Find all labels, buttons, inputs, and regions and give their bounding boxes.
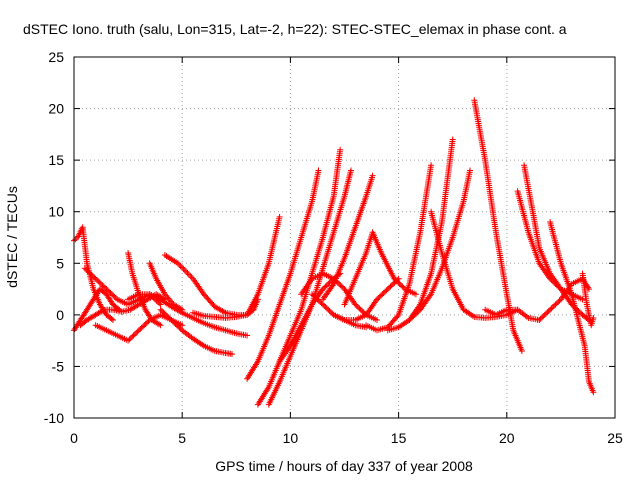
x-tick-label: 0 (70, 430, 78, 446)
y-tick-label: 25 (48, 49, 64, 65)
data-track-5 (125, 250, 164, 329)
y-tick-label: 0 (56, 307, 64, 323)
y-tick-label: -5 (52, 358, 65, 374)
x-axis-label: GPS time / hours of day 337 of year 2008 (215, 458, 473, 474)
axis-ticks: 0 5 10 15 20 25 -10 -5 0 5 10 15 20 25 (44, 49, 623, 446)
y-tick-label: 20 (48, 101, 64, 117)
data-track-22 (384, 136, 456, 334)
y-tick-label: -10 (44, 410, 64, 426)
data-track-12 (244, 167, 322, 382)
y-axis-label: dSTEC / TECUs (4, 186, 20, 288)
data-track-3 (77, 291, 168, 329)
data-track-19 (341, 229, 419, 308)
data-track-16 (319, 172, 376, 303)
data-track-28 (514, 188, 592, 323)
data-track-24 (428, 208, 521, 321)
x-tick-label: 20 (499, 430, 515, 446)
plot-frame (73, 56, 616, 419)
x-tick-label: 25 (607, 430, 623, 446)
data-track-25 (471, 97, 525, 354)
data-track-23 (406, 167, 473, 323)
data-track-9 (125, 291, 251, 339)
chart-title: dSTEC Iono. truth (salu, Lon=315, Lat=-2… (23, 21, 567, 37)
x-tick-label: 10 (283, 430, 299, 446)
data-track-26 (482, 306, 543, 323)
grid (74, 57, 615, 418)
data-track-30 (547, 219, 597, 396)
data-track-11 (190, 213, 283, 321)
y-tick-label: 10 (48, 204, 64, 220)
x-tick-label: 15 (391, 430, 407, 446)
data-track-10 (157, 306, 235, 358)
x-tick-label: 5 (178, 430, 186, 446)
y-tick-label: 15 (48, 152, 64, 168)
data-track-21 (363, 162, 435, 334)
data-track-20 (309, 291, 370, 331)
data-track-31 (579, 270, 597, 329)
y-tick-label: 5 (56, 255, 64, 271)
data-series (71, 97, 597, 408)
